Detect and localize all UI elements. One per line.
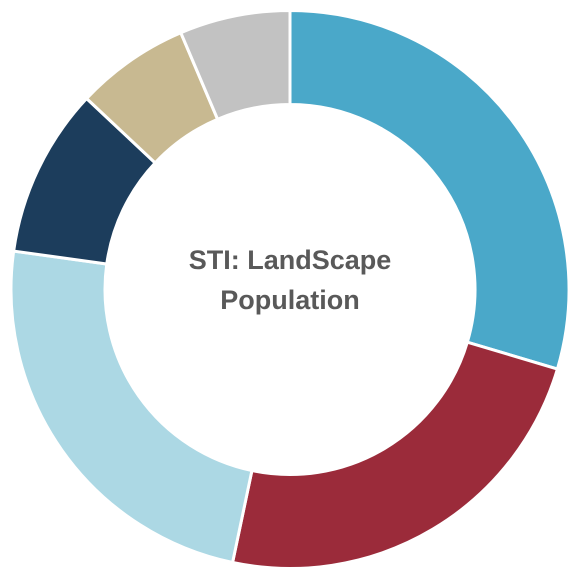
donut-segment bbox=[230, 340, 560, 569]
chart-title: STI: LandScape Population bbox=[188, 245, 392, 315]
donut-segment bbox=[288, 8, 571, 371]
donut-segment bbox=[178, 8, 292, 122]
donut-segment bbox=[9, 249, 254, 565]
